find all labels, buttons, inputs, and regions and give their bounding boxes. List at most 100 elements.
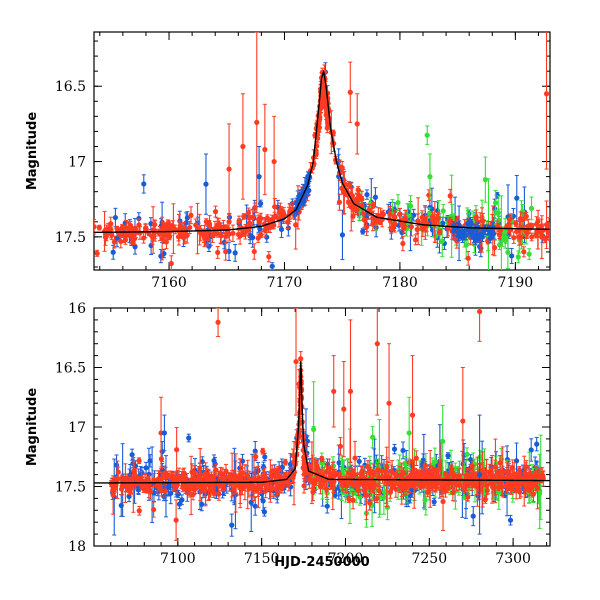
red-data-point: [434, 467, 440, 474]
red-data-point: [319, 455, 325, 463]
red-data-point: [118, 234, 124, 249]
blue-dense-point: [469, 229, 475, 240]
red-data-point: [269, 470, 275, 483]
red-data-point: [424, 465, 430, 478]
blue-data-point: [269, 262, 275, 270]
red-data-point: [364, 218, 370, 236]
red-data-point: [370, 216, 376, 232]
red-data-point: [529, 232, 535, 242]
x-tick-label: 7200: [328, 551, 364, 567]
red-data-point: [346, 495, 352, 503]
green-data-point: [464, 447, 470, 462]
data-layer: [94, 308, 550, 541]
x-tick-label: 7100: [160, 551, 196, 567]
red-outlier-point: [271, 115, 277, 208]
red-outlier-point: [341, 361, 347, 458]
y-tick-label: 17: [68, 420, 86, 436]
blue-dense-point: [465, 225, 471, 236]
red-outlier-point: [543, 32, 550, 170]
red-outlier-point: [347, 319, 354, 464]
blue-data-point: [226, 241, 232, 262]
red-outlier-point: [347, 61, 353, 123]
model-curve: [94, 361, 550, 484]
green-outlier-point: [406, 396, 412, 470]
red-data-point: [155, 470, 162, 488]
blue-data-point: [509, 247, 515, 264]
red-data-point: [365, 460, 371, 473]
red-data-point: [242, 223, 249, 240]
red-data-point: [103, 228, 109, 242]
red-data-point: [230, 224, 236, 243]
red-data-point: [414, 224, 420, 235]
green-data-point: [526, 248, 532, 260]
red-data-point: [361, 483, 367, 498]
red-outlier-point: [331, 355, 337, 428]
red-data-point: [207, 481, 213, 498]
red-data-point: [393, 472, 399, 479]
red-data-point: [482, 495, 488, 504]
red-data-point: [413, 234, 419, 246]
green-data-point: [477, 450, 483, 464]
red-data-point: [251, 243, 257, 260]
red-outlier-point: [460, 367, 466, 476]
red-data-point: [193, 483, 199, 495]
red-data-point: [260, 447, 266, 455]
blue-data-point: [400, 441, 406, 460]
blue-data-point: [360, 228, 366, 235]
red-data-point: [373, 213, 379, 229]
red-data-point: [505, 219, 512, 234]
blue-dense-point: [490, 228, 497, 239]
red-data-point: [529, 222, 535, 229]
red-data-point: [350, 491, 356, 510]
green-outlier-point: [311, 381, 317, 478]
red-outlier-point: [215, 308, 221, 338]
red-data-point: [346, 467, 352, 479]
red-data-point: [465, 492, 471, 502]
red-data-point: [188, 206, 194, 225]
red-outlier-point: [293, 308, 299, 416]
blue-data-point: [229, 513, 235, 537]
red-data-point: [191, 465, 197, 481]
red-data-point: [212, 205, 219, 218]
top-panel: 7160 7170 7180 7190 16.5 17 17.5 Magnitude: [25, 31, 551, 291]
red-data-point: [231, 470, 237, 489]
blue-data-point: [261, 507, 268, 517]
red-outlier-point: [354, 93, 360, 155]
red-data-point: [323, 484, 329, 493]
red-data-point: [255, 233, 261, 243]
red-data-point: [159, 216, 165, 261]
green-data-point: [449, 174, 455, 258]
data-layer: [94, 32, 550, 270]
red-data-point: [136, 476, 142, 483]
red-data-point: [353, 197, 359, 205]
y-tick-label: 17.5: [55, 230, 86, 246]
red-data-point: [371, 470, 377, 477]
red-data-point: [524, 229, 530, 238]
red-data-point: [257, 214, 263, 223]
red-outlier-point: [476, 308, 483, 342]
y-tick-label: 16.5: [55, 79, 86, 95]
x-tick-label: 7190: [498, 275, 534, 291]
red-data-point: [237, 480, 243, 496]
blue-dense-point: [463, 230, 469, 241]
red-data-point: [497, 455, 503, 471]
red-data-point: [413, 450, 419, 466]
red-data-point: [223, 242, 229, 261]
red-data-point: [173, 499, 179, 541]
red-data-point: [163, 234, 170, 250]
red-data-point: [451, 473, 457, 493]
red-data-point: [168, 255, 174, 270]
y-axis-title: Magnitude: [25, 388, 40, 467]
red-data-point: [112, 477, 118, 493]
blue-outlier-point: [476, 414, 483, 535]
blue-outlier-point: [203, 153, 209, 215]
red-data-point: [241, 213, 247, 220]
red-data-point: [382, 463, 389, 479]
blue-data-point: [184, 211, 190, 225]
y-tick-label: 17.5: [55, 480, 86, 496]
red-data-point: [253, 452, 259, 461]
red-data-point: [96, 224, 102, 231]
red-outlier-point: [374, 308, 380, 416]
red-outlier-point: [262, 103, 268, 196]
